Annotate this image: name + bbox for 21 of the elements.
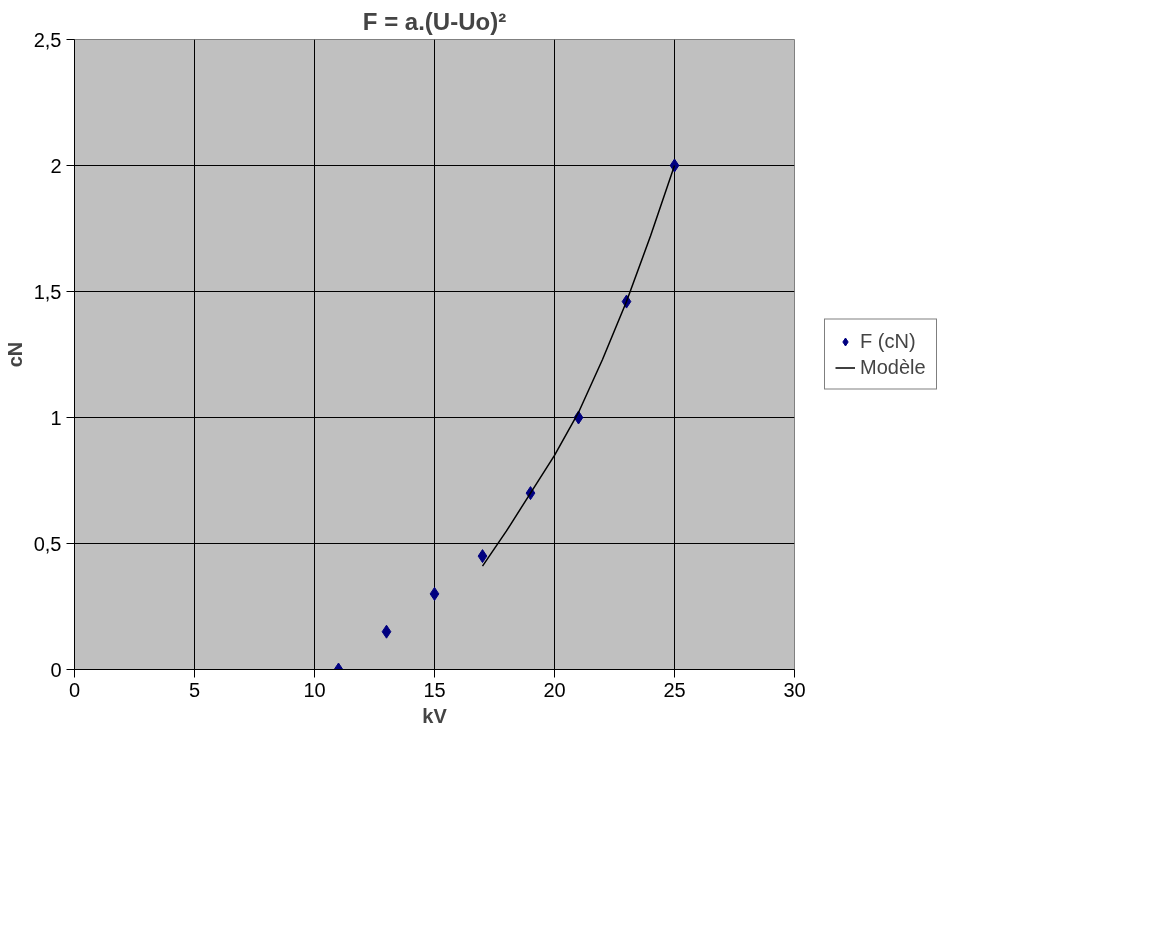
y-tick-label: 0	[50, 658, 62, 681]
chart-title: F = a.(U-Uo)²	[362, 7, 507, 35]
x-axis-title: kV	[422, 704, 448, 727]
y-tick-label: 2	[50, 154, 62, 177]
x-tick-label: 25	[663, 678, 686, 701]
point	[429, 586, 440, 601]
x-tick-label: 5	[188, 678, 201, 701]
x-tick-label: 15	[423, 678, 446, 701]
x-tick-label: 20	[543, 678, 566, 701]
point	[477, 549, 488, 564]
y-tick-label: 1	[50, 406, 62, 429]
x-tick-label: 30	[783, 678, 806, 701]
x-tick-label: 10	[303, 678, 326, 701]
legend-label: F (cN)	[860, 329, 916, 353]
y-axis-title: cN	[3, 341, 26, 368]
y-tick-label: 1,5	[33, 280, 62, 303]
x-tick-label: 0	[68, 678, 81, 701]
point	[381, 624, 392, 639]
y-tick-label: 0,5	[33, 532, 62, 555]
legend-label: Modèle	[860, 355, 926, 379]
y-tick-label: 2,5	[33, 28, 62, 51]
